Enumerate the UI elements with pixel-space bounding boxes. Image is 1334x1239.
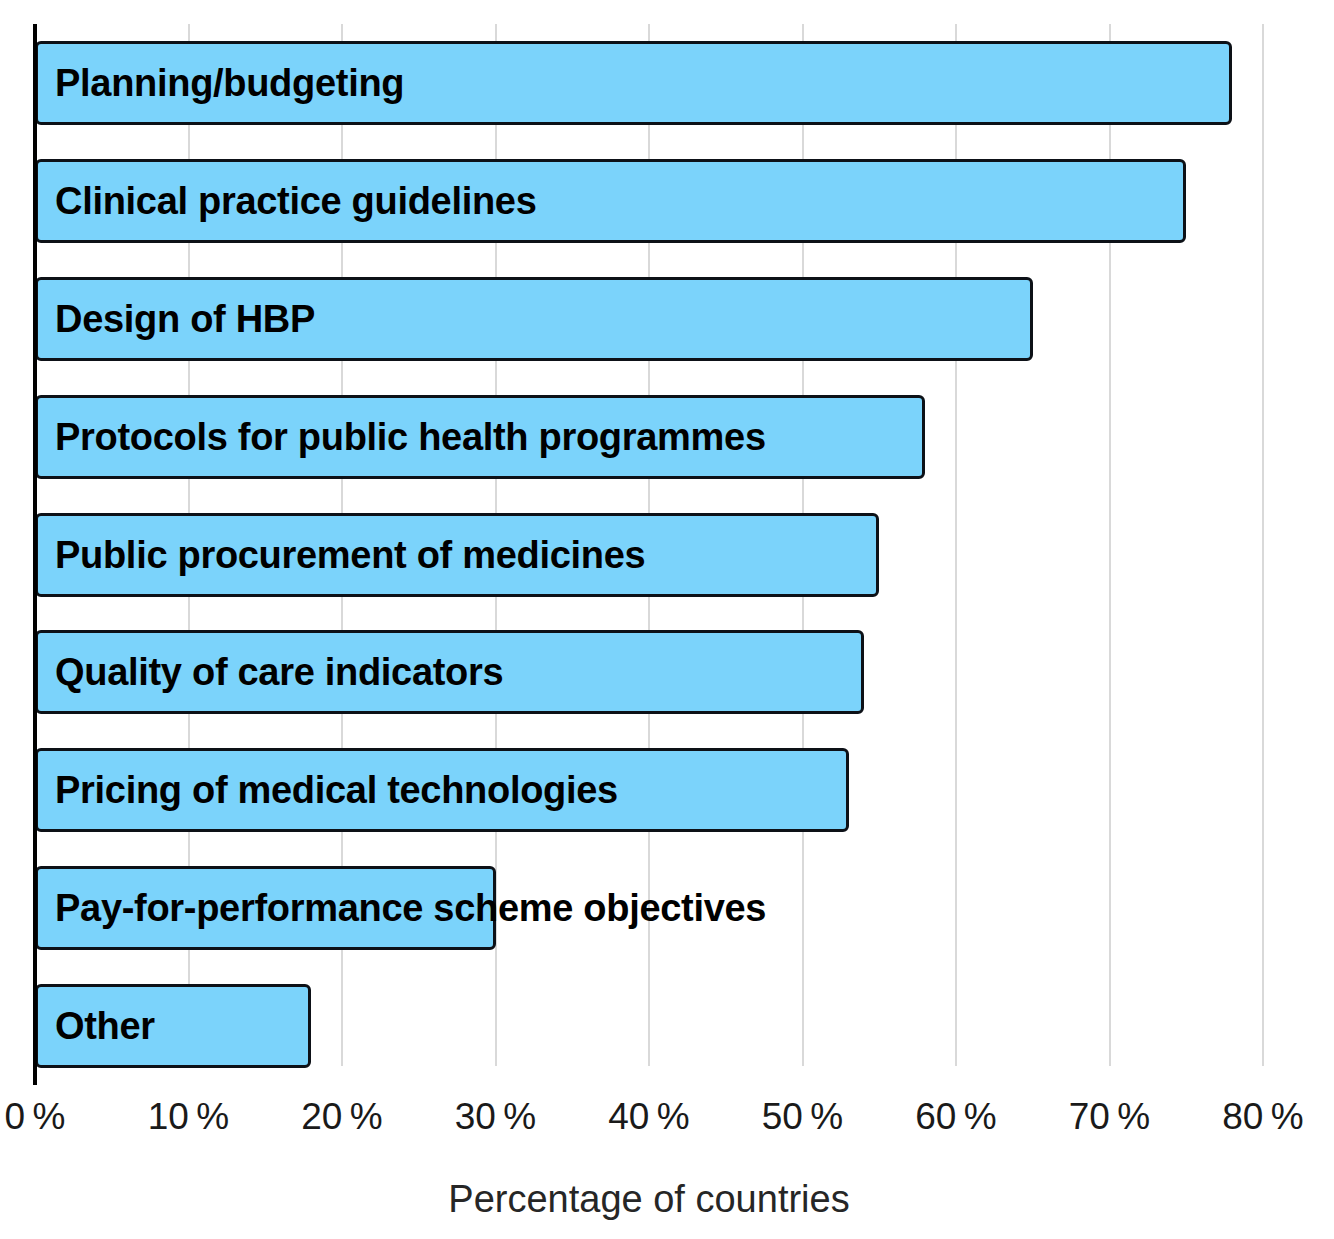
bar-label: Pricing of medical technologies	[55, 769, 618, 812]
bar-label: Quality of care indicators	[55, 651, 503, 694]
x-axis-ticks: 0 %10 %20 %30 %40 %50 %60 %70 %80 %	[35, 1096, 1263, 1146]
bar-label: Clinical practice guidelines	[55, 179, 537, 222]
x-tick-label: 60 %	[915, 1096, 996, 1138]
bar-rows: Planning/budgeting Clinical practice guid…	[35, 24, 1263, 1085]
bar-row: Design of HBP	[35, 260, 1263, 378]
x-tick-label: 70 %	[1069, 1096, 1150, 1138]
x-tick-label: 30 %	[455, 1096, 536, 1138]
bar-row: Public procurement of medicines	[35, 496, 1263, 614]
x-tick-label: 40 %	[608, 1096, 689, 1138]
x-tick-label: 10 %	[148, 1096, 229, 1138]
y-axis-line	[33, 24, 37, 1085]
bar-row: Planning/budgeting	[35, 24, 1263, 142]
bar-row: Clinical practice guidelines	[35, 142, 1263, 260]
x-tick-label: 0 %	[5, 1096, 66, 1138]
bar-row: Protocols for public health programmes	[35, 378, 1263, 496]
bar-label: Design of HBP	[55, 297, 315, 340]
bar-chart: Planning/budgeting Clinical practice guid…	[0, 0, 1334, 1239]
bar-row: Other	[35, 967, 1263, 1085]
x-tick-label: 80 %	[1222, 1096, 1303, 1138]
x-tick-label: 50 %	[762, 1096, 843, 1138]
plot-area: Planning/budgeting Clinical practice guid…	[35, 24, 1263, 1085]
bar-label: Public procurement of medicines	[55, 533, 645, 576]
bar-row: Pay-for-performance scheme objectives	[35, 849, 1263, 967]
x-axis-title: Percentage of countries	[35, 1178, 1263, 1221]
bar-label: Pay-for-performance scheme objectives	[55, 887, 766, 930]
x-tick-label: 20 %	[301, 1096, 382, 1138]
bar-row: Quality of care indicators	[35, 613, 1263, 731]
bar-label: Protocols for public health programmes	[55, 415, 766, 458]
bar-label: Other	[55, 1005, 155, 1048]
bar-row: Pricing of medical technologies	[35, 731, 1263, 849]
bar-label: Planning/budgeting	[55, 61, 404, 104]
